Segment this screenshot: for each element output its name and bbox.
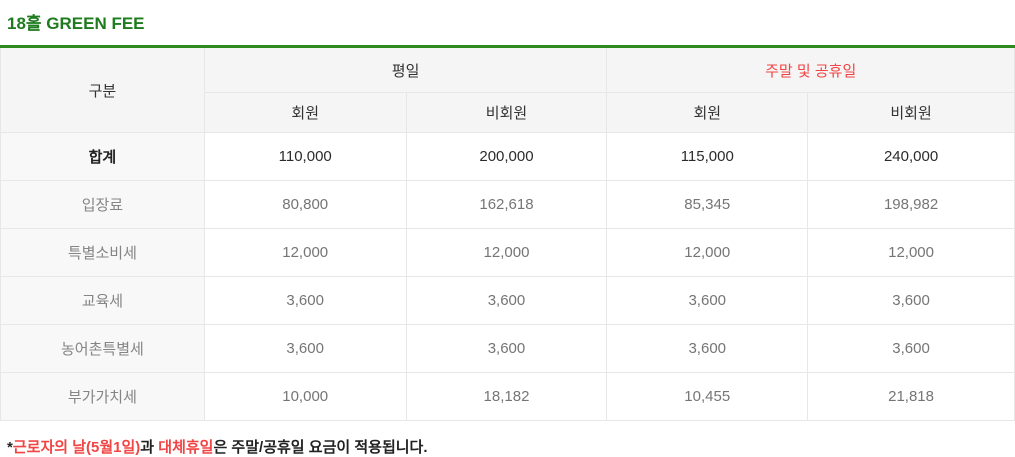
header-group-row: 구분 평일 주말 및 공휴일 [0,46,1015,133]
fee-value-cell: 3,600 [405,324,608,373]
fee-table-body: 합계 110,000 200,000 115,000 240,000 입장료 80,800 1… [0,132,1015,421]
footnote-highlight: 대체휴일 [158,439,214,456]
fee-value-cell: 12,000 [807,228,1015,277]
table-row: 합계 110,000 200,000 115,000 240,000 [0,132,1015,181]
fee-value-cell: 200,000 [405,132,608,181]
row-label-cell: 교육세 [0,276,205,325]
fee-value-cell: 80,800 [203,180,407,229]
col-header-category: 구분 [0,46,205,133]
fee-value-cell: 10,455 [606,372,809,421]
row-label-cell: 특별소비세 [0,228,205,277]
header-sub-row: 회원 비회원 회원 비회원 [1,92,1015,133]
col-header-weekend-holiday: 주말 및 공휴일 [606,46,1015,93]
row-label-cell: 농어촌특별세 [0,324,205,373]
green-fee-table: 구분 평일 주말 및 공휴일 회원 비회원 회원 비회원 합계 110,000 20… [0,45,1015,421]
footnote-text: * [7,439,13,456]
footnote-text: 은 주말/공휴일 요금이 적용됩니다. [213,439,428,456]
footnote: *근로자의 날(5월1일)과 대체휴일은 주말/공휴일 요금이 적용됩니다. [0,436,1015,457]
row-label-cell: 입장료 [0,180,205,229]
table-row: 부가가치세 10,000 18,182 10,455 21,818 [0,372,1015,421]
fee-value-cell: 198,982 [807,180,1015,229]
fee-value-cell: 3,600 [606,324,809,373]
fee-value-cell: 18,182 [405,372,608,421]
fee-value-cell: 85,345 [606,180,809,229]
table-row: 입장료 80,800 162,618 85,345 198,982 [0,180,1015,229]
row-label-cell: 부가가치세 [0,372,205,421]
col-header-weekday-nonmember: 비회원 [405,92,608,133]
footnote-highlight: 근로자의 날(5월1일) [12,439,141,456]
fee-value-cell: 3,600 [807,276,1015,325]
fee-value-cell: 240,000 [807,132,1015,181]
page-title: 18홀 GREEN FEE [7,14,145,33]
fee-value-cell: 3,600 [203,324,407,373]
col-header-weekend-nonmember: 비회원 [807,92,1015,133]
fee-value-cell: 162,618 [405,180,608,229]
fee-value-cell: 3,600 [807,324,1015,373]
table-row: 농어촌특별세 3,600 3,600 3,600 3,600 [0,324,1015,373]
fee-value-cell: 3,600 [203,276,407,325]
col-header-weekend-member: 회원 [606,92,809,133]
fee-value-cell: 12,000 [606,228,809,277]
fee-value-cell: 10,000 [203,372,407,421]
fee-value-cell: 3,600 [606,276,809,325]
fee-value-cell: 110,000 [203,132,407,181]
table-row: 특별소비세 12,000 12,000 12,000 12,000 [0,228,1015,277]
table-row: 교육세 3,600 3,600 3,600 3,600 [0,276,1015,325]
col-header-weekday: 평일 [203,46,608,93]
fee-value-cell: 115,000 [606,132,809,181]
footnote-text: 과 [140,439,159,456]
fee-value-cell: 3,600 [405,276,608,325]
fee-value-cell: 12,000 [405,228,608,277]
fee-value-cell: 21,818 [807,372,1015,421]
col-header-weekday-member: 회원 [203,92,407,133]
row-label-cell: 합계 [0,132,205,181]
fee-value-cell: 12,000 [203,228,407,277]
